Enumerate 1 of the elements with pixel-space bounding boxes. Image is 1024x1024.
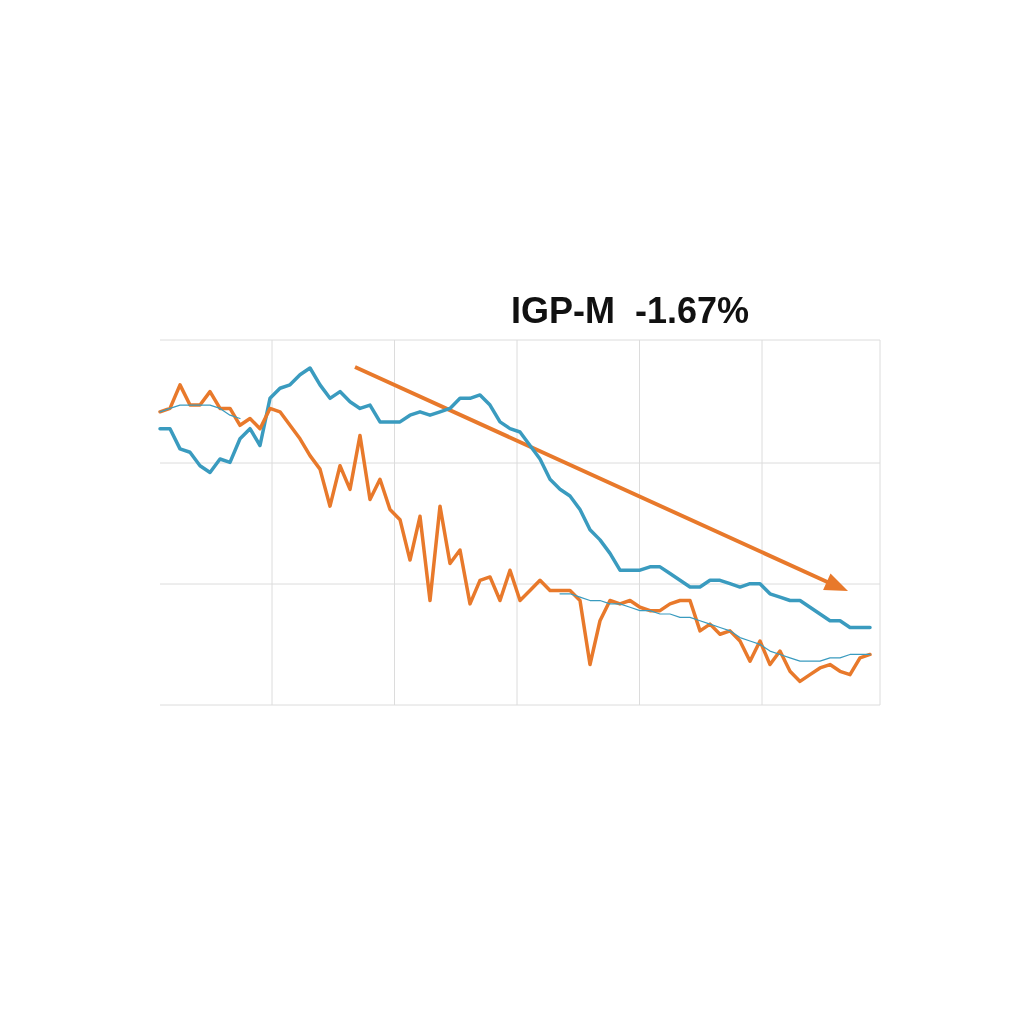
chart-title: IGP-M -1.67% — [510, 290, 750, 331]
